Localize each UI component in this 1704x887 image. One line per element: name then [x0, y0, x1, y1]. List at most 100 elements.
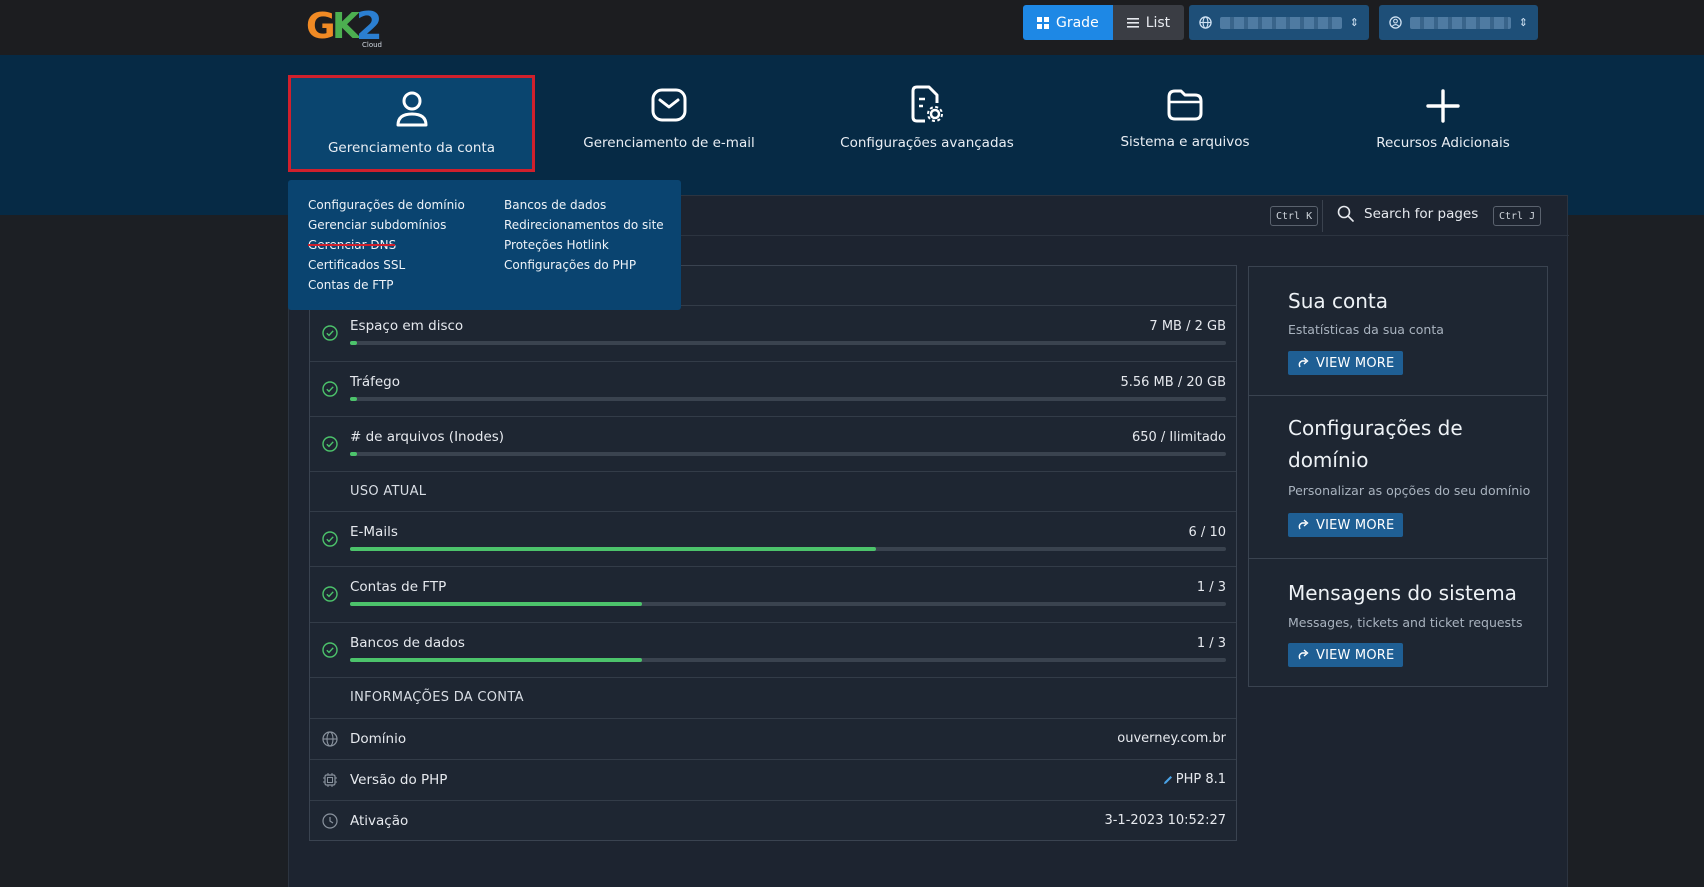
card-subtitle: Personalizar as opções do seu domínio [1288, 483, 1531, 498]
card-system-messages: Mensagens do sistema Messages, tickets a… [1249, 559, 1547, 686]
php-version-link[interactable]: PHP 8.1 [1163, 772, 1226, 787]
card-subtitle: Estatísticas da sua conta [1288, 322, 1444, 337]
menu-item-ssl-certificates[interactable]: Certificados SSL [308, 258, 406, 272]
category-advanced-settings[interactable]: Configurações avançadas [812, 75, 1042, 170]
category-band: Gerenciamento da conta Gerenciamento de … [0, 55, 1704, 215]
view-more-button[interactable]: VIEW MORE [1288, 351, 1404, 375]
progress-track [350, 397, 1226, 401]
logo-g: G [306, 6, 336, 47]
card-subtitle: Messages, tickets and ticket requests [1288, 615, 1523, 630]
stat-value: 1 / 3 [1196, 580, 1226, 595]
info-value: 3-1-2023 10:52:27 [1104, 813, 1226, 828]
menu-item-domain-settings[interactable]: Configurações de domínio [308, 198, 465, 212]
info-label: Domínio [350, 731, 407, 747]
section-title: USO ATUAL [350, 484, 427, 499]
globe-icon [322, 731, 338, 747]
stat-label: Contas de FTP [350, 579, 447, 595]
section-account-info: INFORMAÇÕES DA CONTA [310, 678, 1236, 719]
view-more-label: VIEW MORE [1316, 647, 1395, 663]
top-bar: G K 2 Cloud Grade List ⇕ ⇕ [0, 0, 1704, 55]
section-title: INFORMAÇÕES DA CONTA [350, 690, 524, 705]
stat-row-databases: Bancos de dados 1 / 3 [310, 623, 1236, 678]
chevron-updown-icon: ⇕ [1518, 16, 1528, 29]
check-circle-icon [322, 436, 338, 452]
list-label: List [1145, 14, 1171, 31]
stats-header-row [310, 266, 1236, 306]
progress-track [350, 602, 1226, 606]
card-title: Mensagens do sistema [1288, 581, 1517, 605]
check-circle-icon [322, 531, 338, 547]
section-current-usage: USO ATUAL [310, 472, 1236, 512]
stat-value: 1 / 3 [1196, 636, 1226, 651]
category-label: Gerenciamento de e-mail [583, 135, 755, 151]
chevron-updown-icon: ⇕ [1349, 16, 1359, 29]
card-title: Configurações de domínio [1288, 416, 1463, 472]
list-icon [1126, 17, 1139, 28]
progress-fill [350, 658, 642, 662]
stat-label: # de arquivos (Inodes) [350, 429, 505, 445]
progress-track [350, 452, 1226, 456]
gk2-logo[interactable]: G K 2 Cloud [306, 4, 386, 49]
domain-selector-value-redacted [1220, 16, 1342, 29]
menu-item-site-redirects[interactable]: Redirecionamentos do site [504, 218, 664, 232]
right-cards: Sua conta Estatísticas da sua conta VIEW… [1248, 266, 1548, 687]
user-selector-value-redacted [1410, 16, 1511, 29]
category-system-files[interactable]: Sistema e arquivos [1070, 75, 1300, 170]
info-row-domain: Domínio ouverney.com.br [310, 719, 1236, 760]
account-stats-card: Espaço em disco 7 MB / 2 GB Tráfego 5.56… [309, 265, 1237, 841]
progress-fill [350, 341, 357, 345]
menu-item-hotlink-protection[interactable]: Proteções Hotlink [504, 238, 609, 252]
menu-item-databases[interactable]: Bancos de dados [504, 198, 607, 212]
user-selector[interactable]: ⇕ [1379, 5, 1538, 40]
stat-row-inodes: # de arquivos (Inodes) 650 / Ilimitado [310, 417, 1236, 472]
stat-row-emails: E-Mails 6 / 10 [310, 512, 1236, 567]
stat-row-traffic: Tráfego 5.56 MB / 20 GB [310, 362, 1236, 417]
category-email-management[interactable]: Gerenciamento de e-mail [554, 75, 784, 170]
domain-link[interactable]: ouverney.com.br [1117, 731, 1226, 746]
clock-icon [322, 813, 338, 829]
shortcut-ctrl-j: Ctrl J [1493, 206, 1542, 226]
info-row-activation: Ativação 3-1-2023 10:52:27 [310, 801, 1236, 841]
view-toggle: Grade List [1023, 5, 1185, 40]
check-circle-icon [322, 586, 338, 602]
menu-item-manage-subdomains[interactable]: Gerenciar subdomínios [308, 218, 447, 232]
progress-track [350, 341, 1226, 345]
stat-value: 6 / 10 [1188, 525, 1226, 540]
logo-k: K [332, 6, 360, 47]
info-label: Ativação [350, 813, 409, 829]
stat-value: 650 / Ilimitado [1131, 430, 1226, 445]
folder-icon [1167, 89, 1203, 121]
share-arrow-icon [1298, 357, 1309, 368]
user-circle-icon [1389, 16, 1402, 29]
grid-icon [1037, 16, 1049, 29]
view-more-label: VIEW MORE [1316, 355, 1395, 371]
search-pages-label: Search for pages [1364, 205, 1479, 222]
view-more-button[interactable]: VIEW MORE [1288, 513, 1404, 537]
list-view-button[interactable]: List [1112, 5, 1185, 40]
view-more-button[interactable]: VIEW MORE [1288, 643, 1404, 667]
card-domain-settings: Configurações de domínio Personalizar as… [1249, 396, 1547, 559]
progress-track [350, 658, 1226, 662]
logo-number: 2 [356, 4, 383, 48]
search-pages-button[interactable]: Search for pages [1337, 205, 1478, 222]
grade-view-button[interactable]: Grade [1023, 5, 1113, 40]
search-bar: Ctrl K Search for pages Ctrl J [289, 196, 1569, 236]
stat-label: E-Mails [350, 524, 398, 540]
stat-value: 7 MB / 2 GB [1149, 319, 1226, 334]
progress-fill [350, 397, 357, 401]
chip-icon [323, 773, 337, 787]
domain-selector[interactable]: ⇕ [1189, 5, 1369, 40]
stat-row-disk: Espaço em disco 7 MB / 2 GB [310, 306, 1236, 362]
card-your-account: Sua conta Estatísticas da sua conta VIEW… [1249, 267, 1547, 396]
category-additional-resources[interactable]: Recursos Adicionais [1328, 75, 1558, 170]
stat-value: 5.56 MB / 20 GB [1120, 375, 1226, 390]
menu-item-php-settings[interactable]: Configurações do PHP [504, 258, 637, 272]
menu-item-ftp-accounts[interactable]: Contas de FTP [308, 278, 394, 292]
category-account-management[interactable]: Gerenciamento da conta [288, 75, 535, 172]
share-arrow-icon [1298, 649, 1309, 660]
share-arrow-icon [1298, 519, 1309, 530]
shortcut-ctrl-k: Ctrl K [1270, 206, 1319, 226]
progress-fill [350, 602, 642, 606]
stat-label: Bancos de dados [350, 635, 465, 651]
stat-row-ftp: Contas de FTP 1 / 3 [310, 567, 1236, 623]
